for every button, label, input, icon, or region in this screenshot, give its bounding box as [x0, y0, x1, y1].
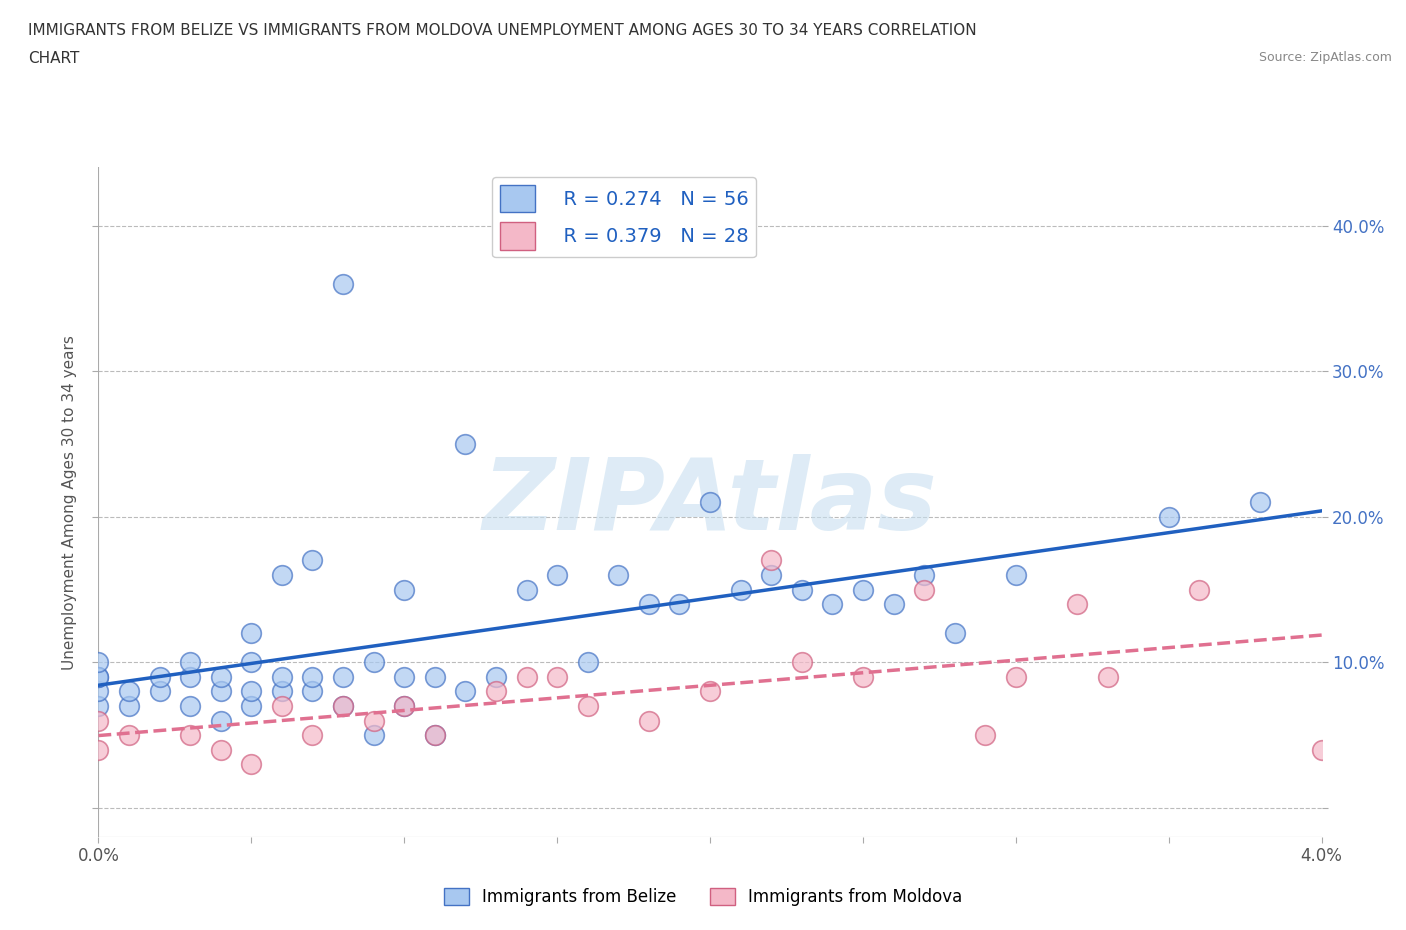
Point: [87, 670, 110, 684]
Point: [1310, 742, 1333, 757]
Point: [607, 567, 630, 582]
Point: [179, 670, 201, 684]
Point: [392, 582, 416, 597]
Point: [332, 698, 354, 713]
Point: [1188, 582, 1211, 597]
Point: [1066, 597, 1088, 612]
Point: [454, 684, 477, 698]
Point: [270, 698, 294, 713]
Point: [118, 698, 141, 713]
Point: [699, 684, 721, 698]
Point: [87, 742, 110, 757]
Point: [87, 713, 110, 728]
Point: [332, 698, 354, 713]
Point: [516, 582, 538, 597]
Point: [270, 684, 294, 698]
Point: [240, 684, 263, 698]
Point: [699, 495, 721, 510]
Point: [209, 684, 232, 698]
Point: [423, 670, 446, 684]
Point: [270, 670, 294, 684]
Legend: Immigrants from Belize, Immigrants from Moldova: Immigrants from Belize, Immigrants from …: [437, 881, 969, 912]
Point: [118, 684, 141, 698]
Point: [301, 684, 323, 698]
Point: [730, 582, 752, 597]
Point: [240, 757, 263, 772]
Point: [637, 713, 661, 728]
Point: [516, 670, 538, 684]
Point: [1249, 495, 1271, 510]
Point: [668, 597, 690, 612]
Point: [149, 684, 172, 698]
Text: Source: ZipAtlas.com: Source: ZipAtlas.com: [1258, 51, 1392, 64]
Point: [209, 713, 232, 728]
Point: [301, 670, 323, 684]
Point: [546, 567, 568, 582]
Point: [852, 582, 875, 597]
Point: [301, 553, 323, 568]
Text: IMMIGRANTS FROM BELIZE VS IMMIGRANTS FROM MOLDOVA UNEMPLOYMENT AMONG AGES 30 TO : IMMIGRANTS FROM BELIZE VS IMMIGRANTS FRO…: [28, 23, 977, 38]
Point: [637, 597, 661, 612]
Point: [821, 597, 844, 612]
Point: [209, 670, 232, 684]
Point: [240, 698, 263, 713]
Point: [576, 698, 599, 713]
Point: [87, 670, 110, 684]
Point: [1004, 567, 1026, 582]
Point: [392, 698, 416, 713]
Point: [852, 670, 875, 684]
Point: [912, 582, 935, 597]
Point: [1004, 670, 1026, 684]
Point: [392, 670, 416, 684]
Point: [179, 698, 201, 713]
Point: [87, 684, 110, 698]
Point: [87, 655, 110, 670]
Point: [118, 727, 141, 742]
Point: [974, 727, 997, 742]
Point: [1157, 510, 1180, 525]
Point: [576, 655, 599, 670]
Point: [943, 626, 966, 641]
Point: [363, 655, 385, 670]
Point: [209, 742, 232, 757]
Point: [363, 727, 385, 742]
Point: [546, 670, 568, 684]
Point: [883, 597, 905, 612]
Point: [301, 727, 323, 742]
Y-axis label: Unemployment Among Ages 30 to 34 years: Unemployment Among Ages 30 to 34 years: [62, 335, 77, 670]
Point: [485, 684, 508, 698]
Point: [423, 727, 446, 742]
Point: [790, 655, 813, 670]
Text: CHART: CHART: [28, 51, 80, 66]
Point: [759, 567, 782, 582]
Point: [240, 655, 263, 670]
Point: [454, 436, 477, 451]
Point: [332, 670, 354, 684]
Point: [179, 727, 201, 742]
Point: [87, 698, 110, 713]
Legend:   R = 0.274   N = 56,   R = 0.379   N = 28: R = 0.274 N = 56, R = 0.379 N = 28: [492, 177, 756, 258]
Point: [759, 553, 782, 568]
Point: [270, 567, 294, 582]
Point: [332, 276, 354, 291]
Point: [912, 567, 935, 582]
Point: [423, 727, 446, 742]
Point: [1097, 670, 1119, 684]
Point: [485, 670, 508, 684]
Point: [149, 670, 172, 684]
Text: ZIPAtlas: ZIPAtlas: [482, 454, 938, 551]
Point: [363, 713, 385, 728]
Point: [179, 655, 201, 670]
Point: [392, 698, 416, 713]
Point: [790, 582, 813, 597]
Point: [240, 626, 263, 641]
